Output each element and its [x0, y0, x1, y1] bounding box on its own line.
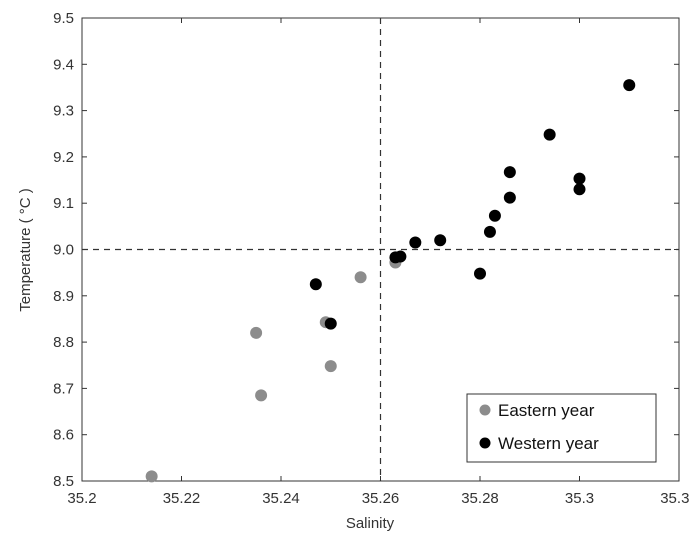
western-year-point — [504, 192, 516, 204]
y-tick-label: 9.4 — [53, 56, 74, 73]
western-year-point — [434, 234, 446, 246]
y-tick-label: 8.5 — [53, 473, 74, 490]
western-year-point — [310, 278, 322, 290]
western-year-point — [474, 268, 486, 280]
eastern-year-point — [355, 271, 367, 283]
legend-marker-eastern — [480, 405, 491, 416]
x-tick-label: 35.24 — [262, 490, 300, 507]
western-year-point — [574, 183, 586, 195]
x-tick-label: 35.32 — [660, 490, 689, 507]
x-tick-label: 35.22 — [163, 490, 201, 507]
western-year-point — [394, 250, 406, 262]
x-tick-label: 35.26 — [362, 490, 400, 507]
y-tick-label: 9.0 — [53, 242, 74, 259]
legend-label-eastern: Eastern year — [498, 401, 595, 420]
y-tick-label: 9.5 — [53, 10, 74, 27]
western-year-point — [544, 129, 556, 141]
eastern-year-point — [250, 327, 262, 339]
x-tick-label: 35.2 — [67, 490, 96, 507]
western-year-point — [504, 166, 516, 178]
western-year-point — [409, 237, 421, 249]
y-tick-label: 8.8 — [53, 334, 74, 351]
y-tick-label: 8.6 — [53, 427, 74, 444]
y-axis-label: Temperature ( °C ) — [17, 188, 34, 312]
western-year-point — [484, 226, 496, 238]
legend-marker-western — [480, 438, 491, 449]
eastern-year-point — [325, 360, 337, 372]
y-tick-label: 8.7 — [53, 380, 74, 397]
western-year-point — [574, 173, 586, 185]
western-year-point — [623, 79, 635, 91]
eastern-year-point — [146, 470, 158, 482]
x-tick-label: 35.3 — [565, 490, 594, 507]
y-tick-label: 9.1 — [53, 195, 74, 212]
western-year-point — [489, 210, 501, 222]
x-axis-label: Salinity — [346, 515, 395, 532]
x-tick-label: 35.28 — [461, 490, 499, 507]
y-tick-label: 8.9 — [53, 288, 74, 305]
legend-label-western: Western year — [498, 434, 599, 453]
y-tick-label: 9.3 — [53, 103, 74, 120]
y-tick-label: 9.2 — [53, 149, 74, 166]
western-year-point — [325, 318, 337, 330]
legend: Eastern year Western year — [467, 394, 656, 462]
eastern-year-point — [255, 389, 267, 401]
